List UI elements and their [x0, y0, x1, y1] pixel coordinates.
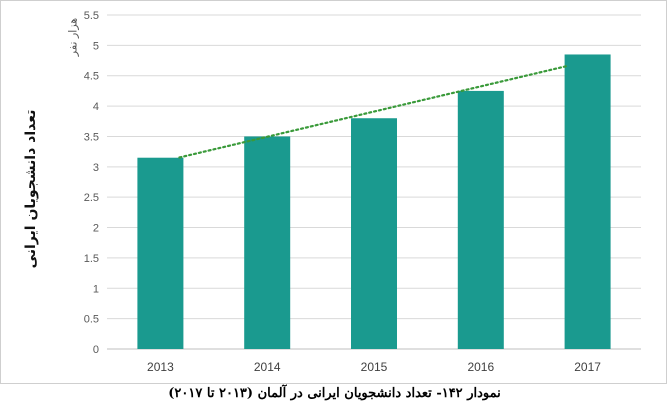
x-tick-label: 2016 — [467, 360, 494, 374]
y-axis-unit: هزار نفر — [66, 17, 80, 57]
x-tick-label: 2014 — [254, 360, 281, 374]
bar-2013 — [137, 157, 184, 349]
y-axis-ticks: 0 0.5 1 1.5 2 2.5 3 3.5 4 4.5 5 5.5 — [84, 10, 99, 356]
y-tick-label: 2 — [93, 223, 99, 235]
y-tick-label: 1 — [93, 283, 99, 295]
x-axis-ticks: 2013 2014 2015 2016 2017 — [147, 360, 601, 374]
bar-2016 — [457, 90, 504, 349]
y-tick-label: 3 — [93, 162, 99, 174]
y-tick-label: 4 — [93, 101, 99, 113]
x-tick-label: 2013 — [147, 360, 174, 374]
y-tick-label: 2.5 — [84, 192, 99, 204]
y-tick-label: 5 — [93, 40, 99, 52]
figure-caption: نمودار ۱۴۲- تعداد دانشجویان ایرانی در آل… — [168, 386, 501, 401]
bars — [137, 54, 611, 350]
chart-frame: 0 0.5 1 1.5 2 2.5 3 3.5 4 4.5 5 5.5 2013 2014 2015 201… — [0, 0, 667, 384]
trendline-group — [178, 64, 570, 159]
y-axis-label: تعداد دانشجویان ایرانی — [23, 109, 39, 269]
y-tick-label: 0.5 — [84, 314, 99, 326]
x-tick-label: 2017 — [574, 360, 601, 374]
y-tick-label: 3.5 — [84, 131, 99, 143]
bar-2014 — [244, 136, 291, 349]
x-tick-label: 2015 — [361, 360, 388, 374]
bar-2017 — [564, 54, 611, 350]
y-tick-label: 0 — [93, 344, 99, 356]
y-tick-label: 4.5 — [84, 71, 99, 83]
trendline — [178, 64, 570, 159]
y-tick-label: 5.5 — [84, 10, 99, 22]
bar-chart: 00.511.522.533.544.555.5 2013 2014 2015 201… — [84, 10, 641, 374]
bar-2015 — [351, 118, 397, 350]
y-tick-label: 1.5 — [84, 253, 99, 265]
